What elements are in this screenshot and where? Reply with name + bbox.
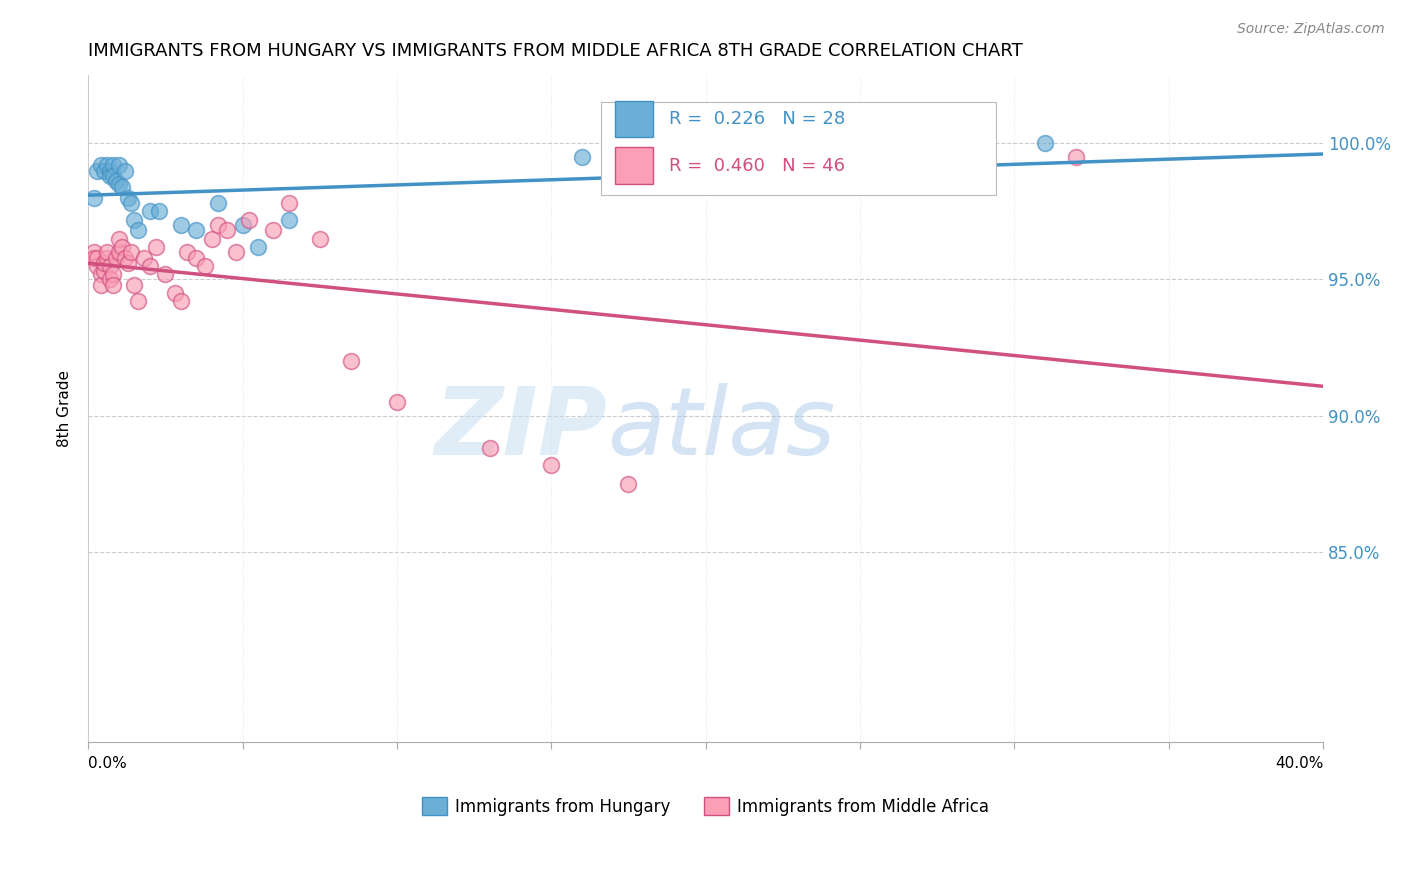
Text: atlas: atlas: [607, 384, 835, 475]
Point: [101, 277, 124, 292]
Point: [104, 251, 127, 265]
Point: [86, 259, 108, 273]
Point: [225, 245, 247, 260]
Point: [238, 212, 260, 227]
Point: [127, 223, 149, 237]
Point: [93, 256, 115, 270]
Point: [98, 272, 121, 286]
Point: [139, 259, 162, 273]
Point: [155, 267, 177, 281]
Point: [186, 251, 208, 265]
Point: [89, 158, 111, 172]
Point: [176, 245, 198, 260]
Point: [186, 223, 208, 237]
Text: R =  0.460   N = 46: R = 0.460 N = 46: [669, 157, 845, 175]
Point: [617, 476, 640, 491]
Point: [108, 245, 131, 260]
Point: [231, 218, 253, 232]
Point: [114, 163, 136, 178]
Point: [96, 251, 118, 265]
Point: [89, 277, 111, 292]
FancyBboxPatch shape: [600, 102, 995, 195]
Point: [98, 169, 121, 183]
Point: [83, 245, 105, 260]
Point: [207, 196, 229, 211]
Point: [114, 251, 136, 265]
Point: [101, 158, 124, 172]
Point: [201, 231, 224, 245]
Point: [139, 204, 162, 219]
Text: 40.0%: 40.0%: [1275, 756, 1323, 771]
Point: [170, 294, 193, 309]
Text: ZIP: ZIP: [434, 383, 607, 475]
Point: [96, 245, 118, 260]
Point: [148, 204, 170, 219]
Point: [101, 169, 124, 183]
Point: [478, 442, 501, 456]
Point: [1033, 136, 1056, 151]
Point: [93, 264, 115, 278]
Point: [108, 231, 131, 245]
Text: IMMIGRANTS FROM HUNGARY VS IMMIGRANTS FROM MIDDLE AFRICA 8TH GRADE CORRELATION C: IMMIGRANTS FROM HUNGARY VS IMMIGRANTS FR…: [89, 42, 1024, 60]
Text: Source: ZipAtlas.com: Source: ZipAtlas.com: [1237, 22, 1385, 37]
Point: [89, 267, 111, 281]
Point: [217, 223, 239, 237]
Point: [277, 196, 299, 211]
Point: [163, 286, 186, 301]
Point: [101, 267, 124, 281]
Point: [385, 395, 408, 409]
Point: [104, 174, 127, 188]
Point: [571, 150, 593, 164]
Point: [117, 191, 139, 205]
Point: [246, 240, 269, 254]
Point: [83, 191, 105, 205]
Point: [132, 251, 155, 265]
FancyBboxPatch shape: [616, 147, 652, 184]
Point: [111, 179, 134, 194]
Point: [93, 163, 115, 178]
Y-axis label: 8th Grade: 8th Grade: [58, 370, 72, 447]
Point: [207, 218, 229, 232]
Point: [98, 259, 121, 273]
Legend: Immigrants from Hungary, Immigrants from Middle Africa: Immigrants from Hungary, Immigrants from…: [415, 791, 995, 822]
Point: [120, 245, 142, 260]
Point: [145, 240, 167, 254]
Point: [124, 277, 146, 292]
Point: [98, 163, 121, 178]
Point: [86, 163, 108, 178]
Point: [127, 294, 149, 309]
Point: [86, 251, 108, 265]
Point: [194, 259, 217, 273]
Text: 0.0%: 0.0%: [89, 756, 127, 771]
Text: R =  0.226   N = 28: R = 0.226 N = 28: [669, 110, 845, 128]
Point: [108, 177, 131, 191]
Point: [262, 223, 284, 237]
Point: [1064, 150, 1087, 164]
Point: [117, 256, 139, 270]
Point: [124, 212, 146, 227]
Point: [540, 458, 562, 472]
FancyBboxPatch shape: [616, 101, 652, 137]
Point: [111, 240, 134, 254]
Point: [339, 354, 361, 368]
Point: [108, 158, 131, 172]
Point: [83, 251, 105, 265]
Point: [170, 218, 193, 232]
Point: [308, 231, 330, 245]
Point: [96, 158, 118, 172]
Point: [277, 212, 299, 227]
Point: [120, 196, 142, 211]
